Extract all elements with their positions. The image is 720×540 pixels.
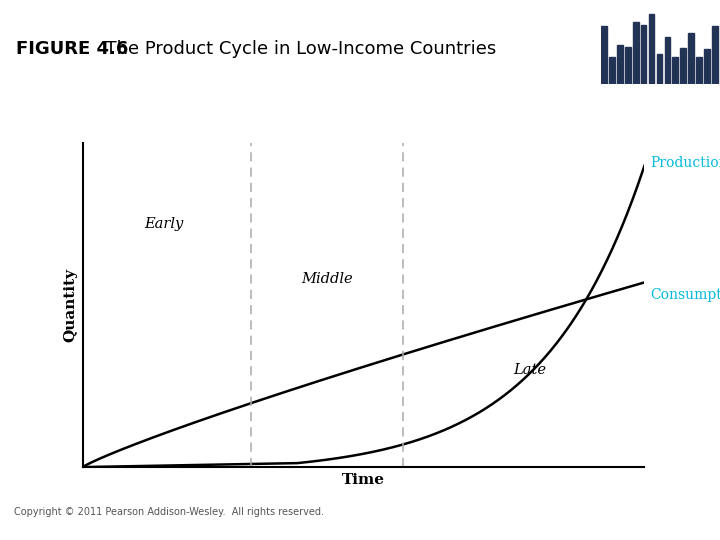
Text: FIGURE 4.6: FIGURE 4.6 — [16, 39, 128, 58]
Bar — [696, 57, 702, 84]
Bar — [641, 25, 647, 84]
Bar — [601, 26, 607, 84]
Text: Production: Production — [650, 156, 720, 170]
Bar — [712, 26, 718, 84]
Bar — [617, 45, 623, 84]
Bar — [657, 54, 662, 84]
Bar — [625, 48, 631, 84]
Bar — [633, 22, 639, 84]
Bar — [649, 14, 654, 84]
Text: Middle: Middle — [301, 272, 353, 286]
Text: Consumption: Consumption — [650, 288, 720, 302]
Bar — [672, 57, 678, 84]
Bar — [680, 48, 686, 84]
Text: The Product Cycle in Low-Income Countries: The Product Cycle in Low-Income Countrie… — [94, 39, 496, 58]
X-axis label: Time: Time — [342, 472, 385, 487]
Text: Early: Early — [144, 217, 184, 231]
Bar — [704, 49, 710, 84]
Bar — [665, 37, 670, 84]
Text: Late: Late — [513, 363, 546, 377]
Bar — [609, 57, 615, 84]
Y-axis label: Quantity: Quantity — [63, 268, 77, 342]
Bar — [688, 33, 694, 84]
Text: Copyright © 2011 Pearson Addison-Wesley.  All rights reserved.: Copyright © 2011 Pearson Addison-Wesley.… — [14, 507, 325, 517]
Text: 4-21: 4-21 — [645, 503, 690, 521]
